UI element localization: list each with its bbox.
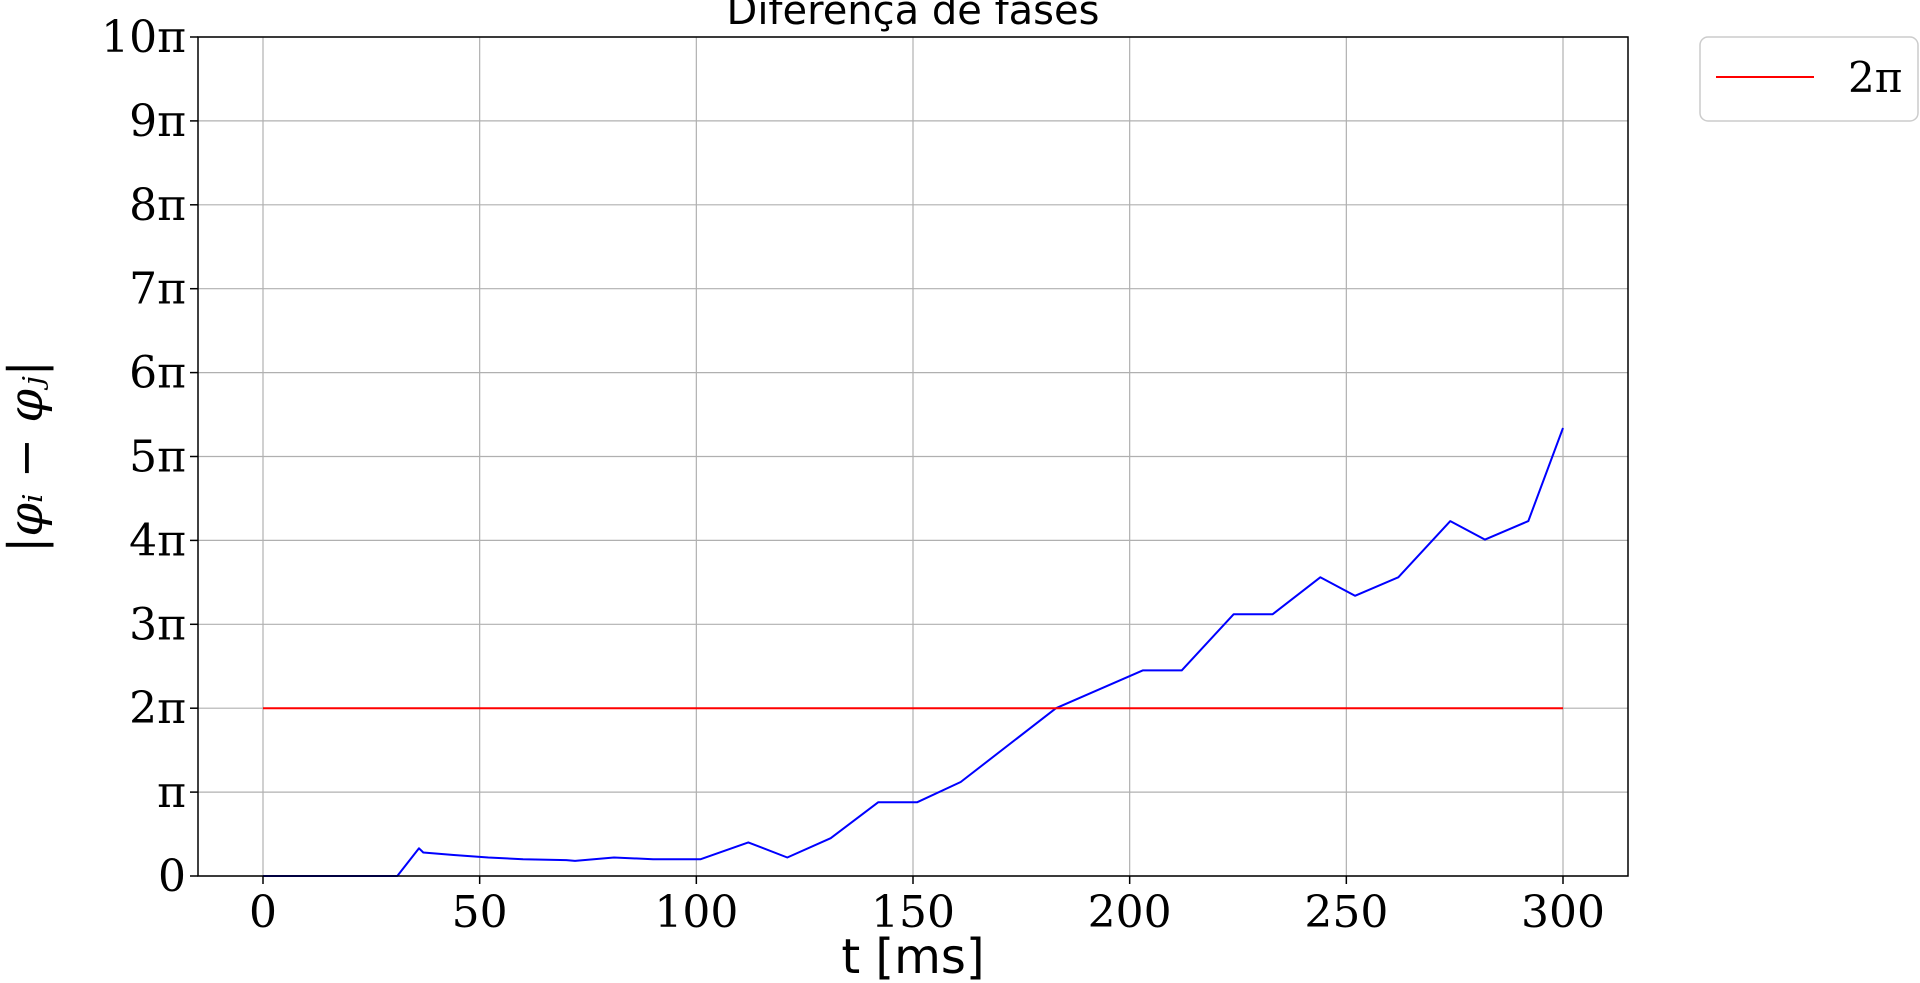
x-tick-label: 300 [1521, 887, 1605, 938]
series-layer [263, 427, 1564, 877]
y-tick-label: 8π [129, 180, 186, 231]
y-axis-label: |φᵢ − φⱼ| [0, 360, 54, 553]
x-tick-label: 150 [871, 887, 955, 938]
y-tick-label: π [157, 767, 186, 818]
chart-title: Diferença de fases [727, 0, 1100, 34]
legend-box [1699, 36, 1919, 122]
y-tick-label: 5π [129, 432, 186, 483]
y-tick-label: 2π [129, 683, 186, 734]
x-tick-label: 250 [1304, 887, 1388, 938]
phase-difference-line [263, 427, 1564, 877]
y-axis-ticks: 0 π 2π 3π 4π 5π 6π 7π 8π 9π 10π [101, 12, 198, 902]
y-tick-label: 6π [129, 348, 186, 399]
x-tick-label: 50 [452, 887, 508, 938]
x-axis-ticks: 0 50 100 150 200 250 300 [249, 876, 1605, 938]
y-tick-label: 7π [129, 264, 186, 315]
x-tick-label: 200 [1088, 887, 1172, 938]
y-tick-label: 10π [101, 12, 186, 63]
legend-label-2pi: 2π [1848, 53, 1902, 102]
x-tick-label: 100 [654, 887, 738, 938]
y-tick-label: 4π [129, 515, 186, 566]
y-tick-label: 0 [158, 851, 186, 902]
y-tick-label: 3π [129, 599, 186, 650]
y-tick-label: 9π [129, 96, 186, 147]
x-tick-label: 0 [249, 887, 277, 938]
legend: 2π [1699, 36, 1919, 122]
grid-lines [198, 36, 1628, 877]
x-axis-label: t [ms] [841, 929, 984, 983]
